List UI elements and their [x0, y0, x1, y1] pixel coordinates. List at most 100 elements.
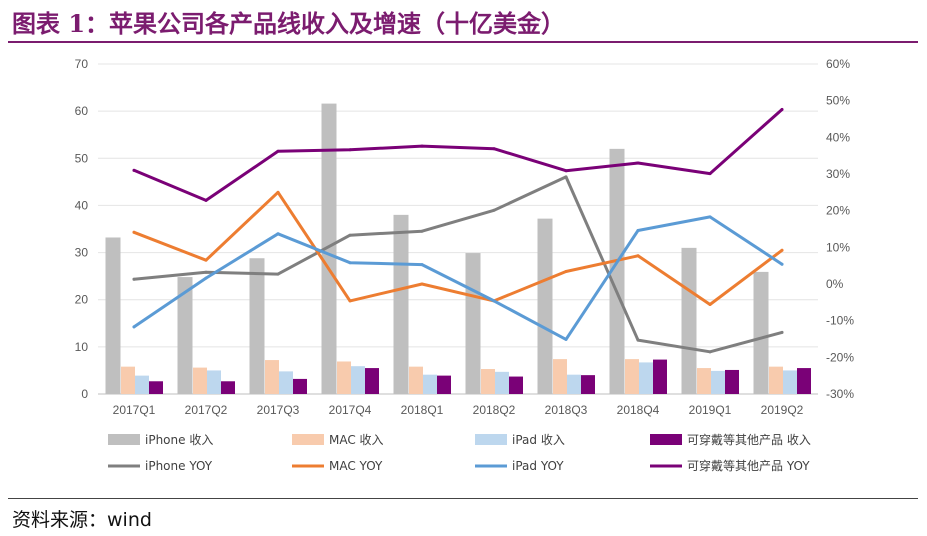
- bar-4-2019Q1: [725, 369, 739, 394]
- bar-4-2017Q1: [149, 381, 163, 394]
- bar-4-2017Q4: [365, 368, 379, 394]
- legend-label: MAC 收入: [329, 433, 384, 447]
- bar-2-2017Q2: [193, 367, 207, 394]
- bar-3-2018Q1: [423, 374, 437, 394]
- right-tick-label: 10%: [826, 240, 850, 254]
- legend-label: 可穿戴等其他产品 YOY: [687, 458, 810, 473]
- line-point: [780, 248, 784, 252]
- line-point: [564, 175, 568, 179]
- x-tick-label: 2018Q3: [545, 403, 588, 417]
- line-point: [420, 282, 424, 286]
- x-tick-label: 2017Q1: [113, 403, 156, 417]
- line-point: [132, 277, 136, 281]
- bar-3-2019Q2: [783, 370, 797, 394]
- bar-1-2017Q2: [177, 277, 193, 394]
- x-tick-label: 2017Q3: [257, 403, 300, 417]
- bar-1-2018Q1: [393, 214, 409, 394]
- line-point: [276, 272, 280, 276]
- page-title: 图表 1：苹果公司各产品线收入及增速（十亿美金）: [12, 9, 566, 38]
- line-point: [492, 299, 496, 303]
- legend-swatch: [475, 434, 507, 445]
- right-tick-label: -20%: [826, 350, 854, 364]
- line-point: [420, 144, 424, 148]
- bar-2-2018Q3: [553, 359, 567, 394]
- line-point: [780, 330, 784, 334]
- left-tick-label: 40: [75, 198, 89, 212]
- line-point: [492, 208, 496, 212]
- footer-divider: [8, 498, 918, 499]
- line-point: [276, 232, 280, 236]
- bar-1-2018Q2: [465, 253, 481, 394]
- line-point: [132, 168, 136, 172]
- legend-label: MAC YOY: [329, 459, 383, 473]
- title-divider: [8, 41, 918, 43]
- bar-2-2018Q1: [409, 366, 423, 394]
- right-tick-label: -10%: [826, 314, 854, 328]
- bar-1-2017Q3: [249, 258, 265, 394]
- line-point: [204, 270, 208, 274]
- x-tick-label: 2019Q1: [689, 403, 732, 417]
- bar-3-2018Q2: [495, 371, 509, 394]
- line-point: [420, 229, 424, 233]
- gridlines: [98, 63, 818, 395]
- line-series-3: [132, 215, 784, 341]
- bar-1-2019Q1: [681, 247, 697, 394]
- left-tick-label: 70: [75, 57, 89, 71]
- legend-label: iPad 收入: [512, 433, 565, 447]
- right-tick-label: 0%: [826, 277, 844, 291]
- bar-4-2019Q2: [797, 368, 811, 394]
- line-point: [348, 299, 352, 303]
- right-tick-label: -30%: [826, 387, 854, 401]
- line-point: [132, 230, 136, 234]
- x-tick-label: 2018Q2: [473, 403, 516, 417]
- bar-4-2017Q2: [221, 381, 235, 394]
- x-tick-label: 2017Q4: [329, 403, 372, 417]
- source-note: 资料来源：wind: [12, 509, 152, 531]
- legend-swatch: [650, 434, 682, 445]
- bar-2-2017Q3: [265, 360, 279, 394]
- line-point: [348, 148, 352, 152]
- left-tick-label: 20: [75, 293, 89, 307]
- x-tick-label: 2017Q2: [185, 403, 228, 417]
- legend-label: iPhone 收入: [145, 433, 213, 447]
- line-point: [348, 261, 352, 265]
- left-tick-label: 60: [75, 104, 89, 118]
- line-point: [348, 233, 352, 237]
- bar-2-2019Q2: [769, 366, 783, 394]
- x-axis-labels: 2017Q1 2017Q2 2017Q3 2017Q4 2018Q1 2018Q2 2018…: [113, 403, 804, 417]
- bar-1-2018Q3: [537, 218, 553, 394]
- right-tick-label: 30%: [826, 167, 850, 181]
- bar-2-2017Q1: [121, 366, 135, 394]
- line-point: [780, 262, 784, 266]
- line-point: [420, 263, 424, 267]
- line-point: [564, 270, 568, 274]
- legend-swatch: [108, 434, 140, 445]
- left-axis-ticks: 0 10 20 30 40 50 60 70: [75, 57, 89, 401]
- line-point: [708, 350, 712, 354]
- x-tick-label: 2018Q1: [401, 403, 444, 417]
- bar-1-2019Q2: [753, 271, 769, 394]
- line-series-1: [132, 175, 784, 354]
- bar-series: [105, 103, 811, 394]
- line-series-4: [132, 108, 784, 202]
- line-point: [636, 338, 640, 342]
- line-point: [564, 337, 568, 341]
- right-axis-ticks: -30% -20% -10% 0% 10% 20% 30% 40% 50% 60%: [826, 57, 854, 401]
- legend: iPhone 收入 MAC 收入 iPad 收入 可穿戴等其他产品 收入 iPhone …: [108, 432, 811, 473]
- line-point: [276, 149, 280, 153]
- bar-4-2018Q3: [581, 375, 595, 394]
- bar-2-2018Q2: [481, 369, 495, 394]
- bar-4-2018Q4: [653, 359, 667, 394]
- left-tick-label: 30: [75, 246, 89, 260]
- bar-3-2018Q3: [567, 374, 581, 394]
- line-point: [204, 198, 208, 202]
- line-point: [564, 169, 568, 173]
- bar-1-2018Q4: [609, 148, 625, 394]
- legend-label: 可穿戴等其他产品 收入: [687, 432, 811, 447]
- right-tick-label: 60%: [826, 57, 850, 71]
- line-series: [132, 107, 784, 354]
- bar-4-2018Q2: [509, 376, 523, 394]
- line-point: [636, 254, 640, 258]
- line-point: [636, 161, 640, 165]
- right-tick-label: 50%: [826, 94, 850, 108]
